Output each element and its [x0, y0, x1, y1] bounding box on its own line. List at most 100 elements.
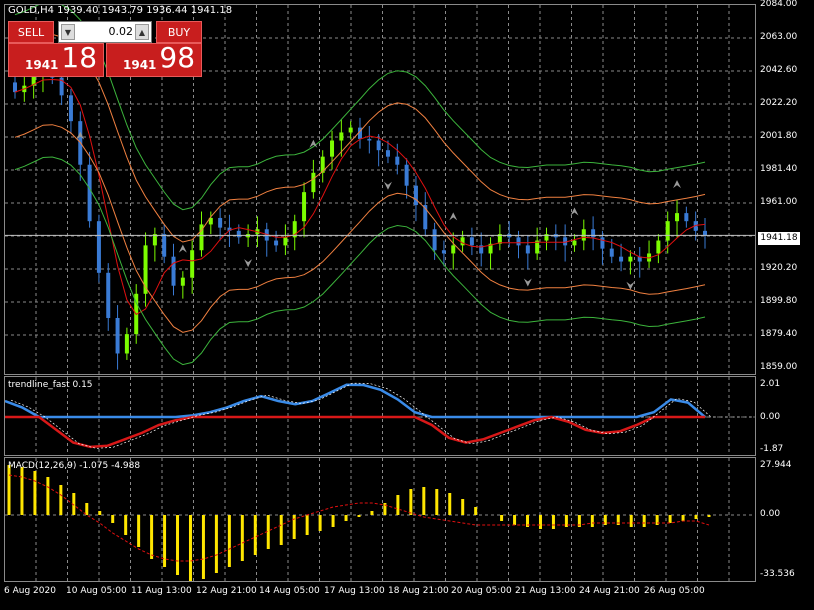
- lot-increase-icon[interactable]: ▲: [135, 24, 149, 40]
- candle-body: [31, 75, 36, 86]
- time-axis-label: 10 Aug 05:00: [66, 586, 127, 596]
- candle-body: [171, 256, 176, 286]
- fractal-arrow-icon: [178, 244, 187, 253]
- time-axis: 6 Aug 2020 10 Aug 05:00 11 Aug 13:00 12 Aug…: [4, 583, 756, 603]
- candle-body: [628, 256, 633, 262]
- trend-negative-line: [5, 415, 705, 449]
- price-axis-label: 2084.00: [760, 0, 798, 9]
- candle-body: [703, 230, 707, 236]
- candle-body: [13, 82, 17, 93]
- candle-body: [96, 221, 101, 273]
- one-click-trading-panel: SELL ▼ 0.02 ▲ BUY 1941 18 1941 98: [8, 21, 202, 77]
- time-axis-label: 21 Aug 13:00: [515, 586, 576, 596]
- candle-body: [665, 221, 670, 241]
- time-axis-label: 17 Aug 13:00: [324, 586, 385, 596]
- candle-body: [348, 127, 353, 133]
- trend-positive-line: [5, 383, 706, 419]
- sell-price-button[interactable]: 1941 18: [8, 43, 104, 77]
- candle-body: [432, 229, 437, 251]
- trendline-axis-zero: 0.00: [760, 412, 781, 422]
- candle-body: [302, 192, 307, 222]
- candle-body: [143, 245, 148, 294]
- candle-body: [423, 205, 428, 230]
- candle-body: [87, 164, 92, 222]
- candle-body: [283, 237, 288, 246]
- time-axis-label: 6 Aug 2020: [4, 586, 56, 596]
- macd-signal-line: [8, 474, 710, 562]
- candle-body: [199, 224, 204, 251]
- candle-body: [488, 243, 493, 254]
- candle-body: [106, 272, 111, 318]
- fractal-arrow-icon: [449, 212, 458, 221]
- candle-body: [395, 156, 400, 165]
- candle-body: [227, 227, 232, 231]
- trendline-canvas: [5, 377, 755, 455]
- lot-decrease-icon[interactable]: ▼: [61, 24, 75, 40]
- candle-body: [637, 256, 642, 262]
- price-axis-label: 1859.00: [760, 362, 798, 372]
- candle-body: [460, 237, 465, 246]
- lot-size-value[interactable]: 0.02: [108, 25, 134, 38]
- candle-body: [609, 248, 614, 257]
- sell-button[interactable]: SELL: [8, 21, 54, 43]
- lot-size-field[interactable]: ▼ 0.02 ▲: [58, 21, 152, 43]
- candle-body: [320, 156, 325, 173]
- candle-body: [274, 240, 279, 246]
- trend-signal-line: [10, 382, 712, 449]
- candle-body: [656, 240, 661, 254]
- buy-button[interactable]: BUY: [156, 21, 202, 43]
- price-axis-label: 2022.20: [760, 98, 798, 108]
- fractal-arrow-icon: [523, 278, 532, 287]
- time-axis-label: 24 Aug 21:00: [579, 586, 640, 596]
- candle-body: [367, 138, 372, 141]
- macd-indicator-label: MACD(12,26,9) -1.075 -4.988: [8, 461, 141, 471]
- candle-body: [479, 245, 484, 254]
- upper-inner-band: [14, 33, 706, 243]
- time-axis-label: 14 Aug 05:00: [259, 586, 320, 596]
- lower-inner-band: [14, 124, 706, 333]
- macd-indicator-pane[interactable]: [4, 457, 756, 582]
- buy-price-small: 1941: [123, 58, 157, 72]
- upper-outer-band: [14, 5, 706, 211]
- price-axis-label: 1981.40: [760, 164, 798, 174]
- chart-title: GOLD,H4 1939.40 1943.79 1936.44 1941.18: [8, 5, 233, 16]
- candle-body: [162, 234, 167, 257]
- candle-body: [152, 234, 157, 246]
- price-axis-label: 2042.60: [760, 65, 798, 75]
- price-axis-label: 2001.80: [760, 131, 798, 141]
- price-chart-pane[interactable]: [4, 4, 756, 375]
- candle-body: [535, 240, 540, 254]
- price-axis-label: 1899.80: [760, 296, 798, 306]
- candle-body: [497, 234, 502, 244]
- macd-axis-zero: 0.00: [760, 509, 781, 519]
- candle-body: [469, 237, 474, 246]
- candle-body: [684, 213, 689, 222]
- candle-body: [115, 317, 120, 354]
- moving-average-line: [14, 78, 706, 316]
- price-axis-label: 1961.00: [760, 197, 798, 207]
- macd-axis-min: -33.536: [760, 569, 795, 579]
- macd-axis-max: 27.944: [760, 460, 792, 470]
- fractal-arrow-icon: [244, 259, 253, 268]
- fractal-arrow-icon: [309, 139, 318, 148]
- candle-body: [619, 256, 624, 262]
- candle-body: [581, 229, 586, 241]
- trendline-axis: 2.01 0.00 -1.87: [757, 376, 814, 456]
- candle-body: [311, 172, 316, 193]
- sell-label: SELL: [17, 25, 45, 39]
- candle-body: [451, 245, 456, 254]
- candle-body: [516, 237, 521, 246]
- time-axis-label: 18 Aug 21:00: [388, 586, 449, 596]
- candle-body: [413, 185, 418, 206]
- sell-price-big: 18: [61, 41, 98, 74]
- fractal-arrow-icon: [673, 180, 682, 189]
- price-axis: 2084.00 2063.00 2042.60 2022.20 2001.80 1981.…: [757, 0, 814, 375]
- macd-axis: 27.944 0.00 -33.536: [757, 457, 814, 582]
- trendline-indicator-pane[interactable]: [4, 376, 756, 456]
- trendline-axis-min: -1.87: [760, 444, 784, 454]
- candle-body: [693, 221, 698, 231]
- candle-body: [358, 127, 362, 139]
- buy-price-button[interactable]: 1941 98: [106, 43, 202, 77]
- candle-body: [544, 234, 549, 241]
- buy-label: BUY: [167, 25, 191, 39]
